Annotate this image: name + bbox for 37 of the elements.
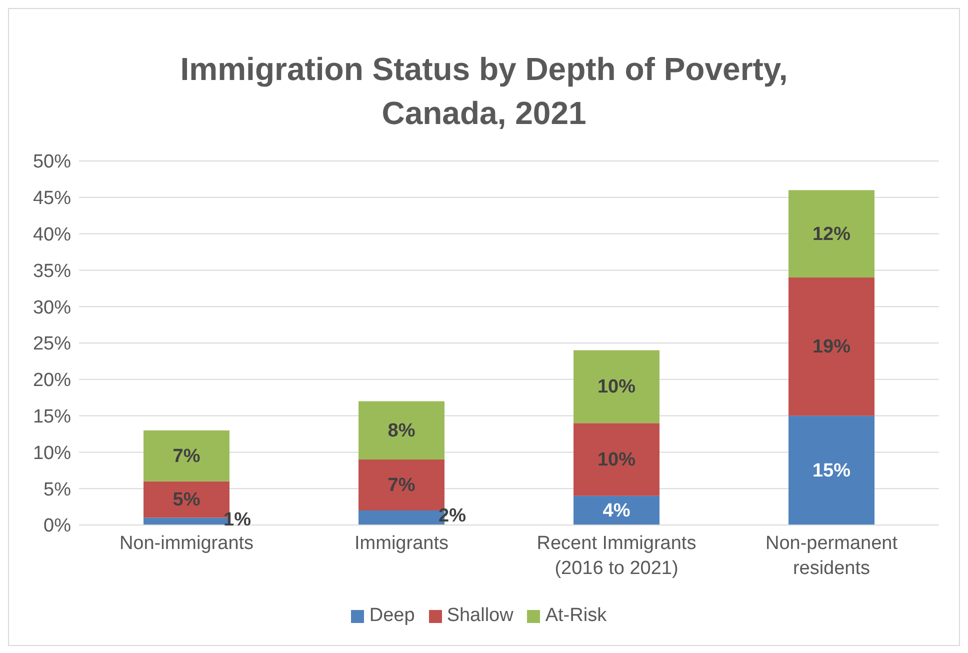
y-tick-label: 30% (32, 297, 72, 318)
data-label: 5% (172, 490, 200, 511)
data-label: 7% (172, 446, 200, 467)
x-tick-label: Non-immigrants (119, 533, 254, 554)
bar (144, 430, 230, 482)
bar (788, 416, 874, 525)
y-tick-label: 5% (44, 479, 72, 500)
y-tick-label: 10% (32, 442, 72, 464)
data-label: 19% (812, 336, 851, 358)
data-label: 15% (812, 460, 851, 482)
data-label: 4% (602, 500, 630, 522)
data-label: 8% (388, 420, 416, 442)
y-tick-label: 25% (32, 334, 72, 355)
x-tick-label: Non-permanent residents (765, 533, 898, 579)
y-tick-label: 50% (32, 152, 72, 173)
y-tick-label: 0% (44, 516, 72, 537)
data-label: 12% (812, 224, 851, 245)
y-tick-label: 15% (32, 406, 72, 428)
x-tick-label: Immigrants (354, 533, 448, 554)
chart-title: Immigration Status by Depth of Poverty, Canada, 2021 (179, 50, 789, 133)
bar (788, 190, 874, 278)
y-tick-label: 45% (32, 188, 72, 210)
bar (574, 350, 660, 424)
x-tick-label: Recent Immigrants (2016 to 2021) (536, 533, 696, 579)
legend-label: Shallow (446, 605, 514, 627)
bar (574, 496, 660, 525)
y-tick-label: 35% (32, 260, 72, 282)
bar (788, 277, 874, 416)
y-tick-label: 20% (32, 370, 72, 392)
data-label: 7% (388, 474, 416, 496)
data-label: 10% (597, 376, 636, 398)
data-label: 10% (597, 449, 636, 470)
y-tick-label: 40% (32, 224, 72, 246)
legend-label: Deep (368, 605, 415, 627)
bar (574, 423, 660, 496)
bar (358, 401, 444, 460)
legend-label: At-Risk (544, 605, 607, 627)
